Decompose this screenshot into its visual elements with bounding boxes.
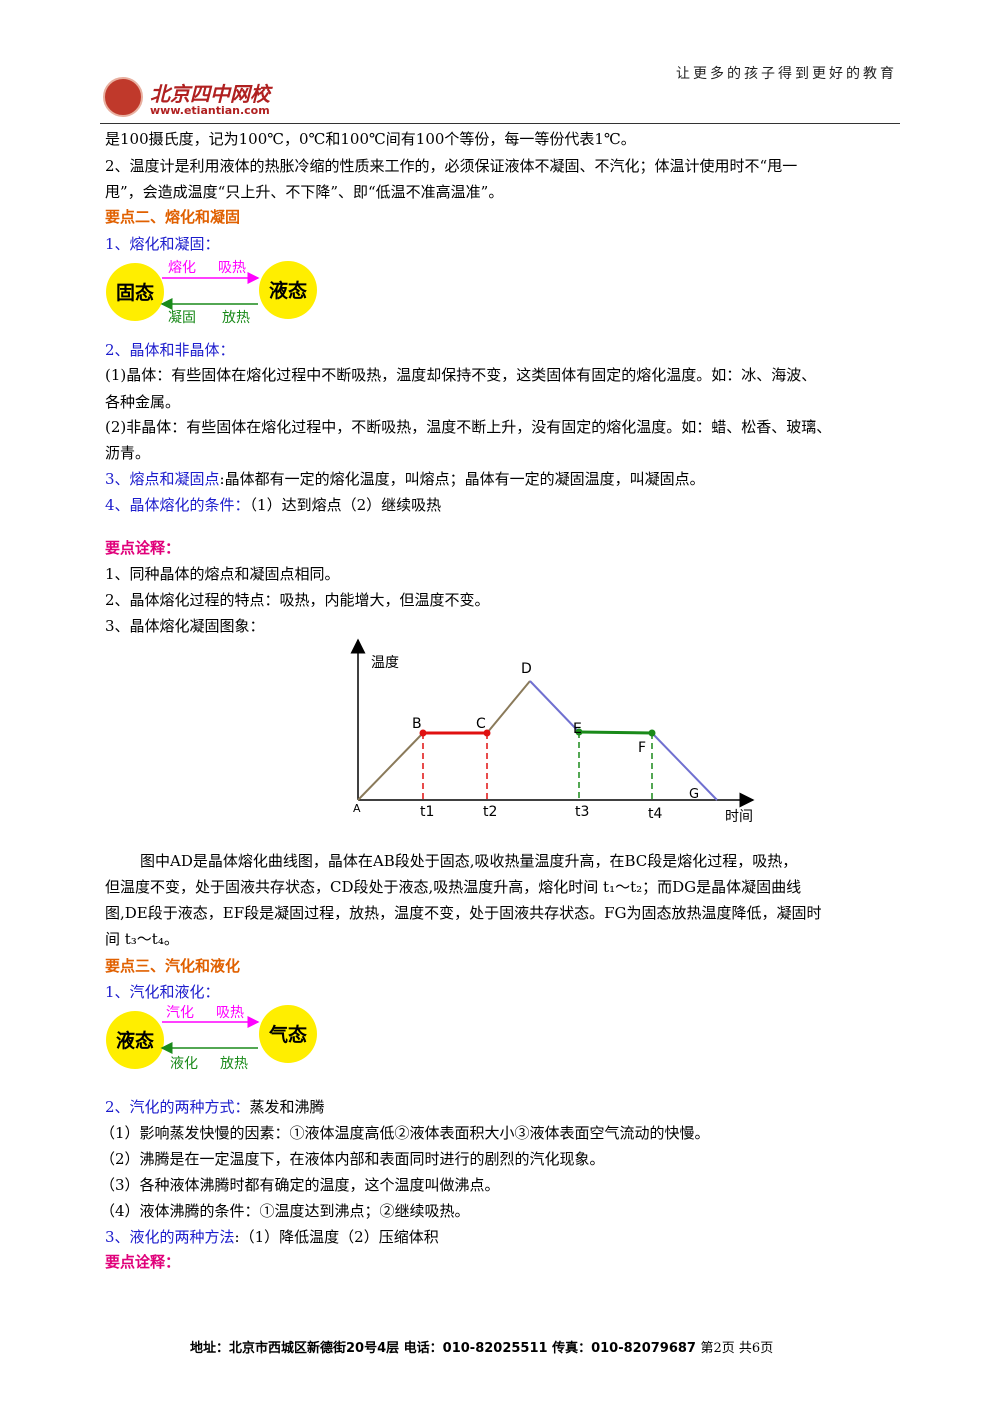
segment-de — [529, 680, 580, 733]
text-line: 2、温度计是利用液体的热胀冷缩的性质来工作的，必须保证液体不凝固、不汽化；体温计… — [105, 157, 798, 175]
text-line: 甩”，会造成温度“只上升、不下降”、即“低温不准高温准”。 — [105, 183, 504, 201]
point-f — [648, 729, 656, 737]
text-line: 各种金属。 — [105, 393, 181, 411]
absorb-heat-label: 吸热 — [218, 260, 246, 276]
melting-curve-graph: 温度 时间 A B C D E F G t1 t2 t3 t4 — [350, 638, 755, 825]
subheading: 1、熔化和凝固： — [105, 235, 220, 253]
release-heat-label: 放热 — [222, 310, 250, 326]
vaporize-label: 汽化 — [166, 1005, 194, 1021]
section-heading: 要点二、熔化和凝固 — [105, 208, 241, 226]
point-c — [483, 729, 491, 737]
solid-label: 固态 — [116, 281, 154, 304]
subheading: 3、熔点和凝固点 — [105, 470, 220, 488]
subheading: 4、晶体熔化的条件： — [105, 496, 250, 514]
subheading: 3、液化的两种方法 — [105, 1228, 235, 1246]
text-line: (2)非晶体：有些固体在熔化过程中，不断吸热，温度不断上升，没有固定的熔化温度。… — [105, 418, 832, 436]
melt-label: 熔化 — [168, 260, 196, 276]
text-line: 图中AD是晶体熔化曲线图，晶体在AB段处于固态,吸收热量温度升高，在BC段是熔化… — [140, 852, 798, 870]
header-divider — [100, 123, 900, 124]
vaporize-liquefy-diagram: 液态 气态 汽化 吸热 液化 放热 — [106, 1005, 317, 1072]
gas-label: 气态 — [268, 1023, 307, 1046]
label-a: A — [353, 802, 361, 815]
point-b — [419, 729, 427, 737]
x-axis-label: 时间 — [725, 809, 753, 825]
text-line: 3、熔点和凝固点:晶体都有一定的熔化温度，叫熔点；晶体有一定的凝固温度，叫凝固点… — [105, 468, 900, 490]
subheading: 1、汽化和液化： — [105, 983, 220, 1001]
tick-t1: t1 — [420, 804, 434, 820]
page-footer: 地址：北京市西城区新德街20号4层 电话：010-82025511 传真：010… — [190, 1337, 773, 1356]
footer-address: 地址：北京市西城区新德街20号4层 电话：010-82025511 传真：010… — [190, 1341, 696, 1356]
release-heat-label: 放热 — [220, 1056, 248, 1072]
label-f: F — [638, 740, 646, 756]
tick-t4: t4 — [648, 806, 662, 822]
solid-state-circle — [106, 263, 164, 321]
label-b: B — [412, 716, 422, 732]
text-line: 沥青。 — [105, 444, 151, 462]
text-span: （1）达到熔点（2）继续吸热 — [249, 496, 442, 514]
point-e — [575, 728, 583, 736]
page-number: 第2页 共6页 — [700, 1341, 774, 1356]
text-line: （3）各种液体沸腾时都有确定的温度，这个温度叫做沸点。 — [100, 1176, 500, 1194]
text-line: (1)晶体：有些固体在熔化过程中不断吸热，温度却保持不变，这类固体有固定的熔化温… — [105, 366, 817, 384]
tick-t2: t2 — [483, 804, 497, 820]
logo-name: 北京四中网校 — [150, 82, 270, 106]
subheading: 2、汽化的两种方式： — [105, 1098, 250, 1116]
text-line: （2）沸腾是在一定温度下，在液体内部和表面同时进行的剧烈的汽化现象。 — [100, 1150, 605, 1168]
text-line: （4）液体沸腾的条件：①温度达到沸点；②继续吸热。 — [100, 1202, 470, 1220]
text-line: 是100摄氏度，记为100℃，0℃和100℃间有100个等份，每一等份代表1℃。 — [105, 130, 636, 148]
section-heading: 要点三、汽化和液化 — [105, 957, 241, 975]
text-line: 1、同种晶体的熔点和凝固点相同。 — [105, 565, 340, 583]
text-span: :（1）降低温度（2）压缩体积 — [234, 1228, 439, 1246]
text-line: 3、液化的两种方法:（1）降低温度（2）压缩体积 — [105, 1226, 900, 1248]
text-span: 蒸发和沸腾 — [249, 1098, 325, 1116]
melt-solidify-diagram: 固态 液态 熔化 吸热 凝固 放热 — [106, 260, 317, 326]
text-line: 但温度不变，处于固液共存状态，CD段处于液态,吸热温度升高，熔化时间 t₁～t₂… — [105, 878, 802, 896]
text-line: 2、汽化的两种方式：蒸发和沸腾 — [105, 1096, 900, 1118]
segment-fg — [651, 732, 718, 801]
subheading: 2、晶体和非晶体： — [105, 341, 235, 359]
liquid-label: 液态 — [269, 279, 307, 302]
label-g: G — [689, 787, 699, 802]
note-heading: 要点诠释： — [105, 539, 181, 557]
tick-t3: t3 — [575, 804, 589, 820]
absorb-heat-label: 吸热 — [216, 1005, 244, 1021]
segment-ab — [357, 732, 424, 801]
label-e: E — [573, 721, 582, 737]
logo-emblem — [103, 77, 143, 117]
text-line: 3、晶体熔化凝固图象： — [105, 617, 265, 635]
header-slogan: 让更多的孩子得到更好的教育 — [676, 66, 897, 82]
liquefy-label: 液化 — [170, 1056, 198, 1072]
y-axis-label: 温度 — [371, 655, 399, 671]
text-line: 间 t₃～t₄。 — [105, 930, 179, 948]
liquid-state-circle — [259, 261, 317, 319]
text-span: :晶体都有一定的熔化温度，叫熔点；晶体有一定的凝固温度，叫凝固点。 — [219, 470, 705, 488]
liquid-state-circle — [106, 1011, 164, 1069]
logo-url: www.etiantian.com — [150, 104, 270, 117]
note-heading: 要点诠释： — [105, 1253, 181, 1271]
liquid-label: 液态 — [116, 1029, 154, 1052]
label-d: D — [521, 661, 532, 677]
text-line: 4、晶体熔化的条件：（1）达到熔点（2）继续吸热 — [105, 494, 900, 516]
text-line: 图,DE段于液态，EF段是凝固过程，放热，温度不变，处于固液共存状态。FG为固态… — [105, 904, 822, 922]
label-c: C — [476, 716, 486, 732]
segment-ef — [578, 730, 653, 735]
gas-state-circle — [259, 1005, 317, 1063]
solidify-label: 凝固 — [168, 310, 196, 326]
text-line: 2、晶体熔化过程的特点：吸热，内能增大，但温度不变。 — [105, 591, 490, 609]
text-line: （1）影响蒸发快慢的因素：①液体温度高低②液体表面积大小③液体表面空气流动的快慢… — [100, 1124, 710, 1142]
segment-cd — [486, 680, 531, 734]
